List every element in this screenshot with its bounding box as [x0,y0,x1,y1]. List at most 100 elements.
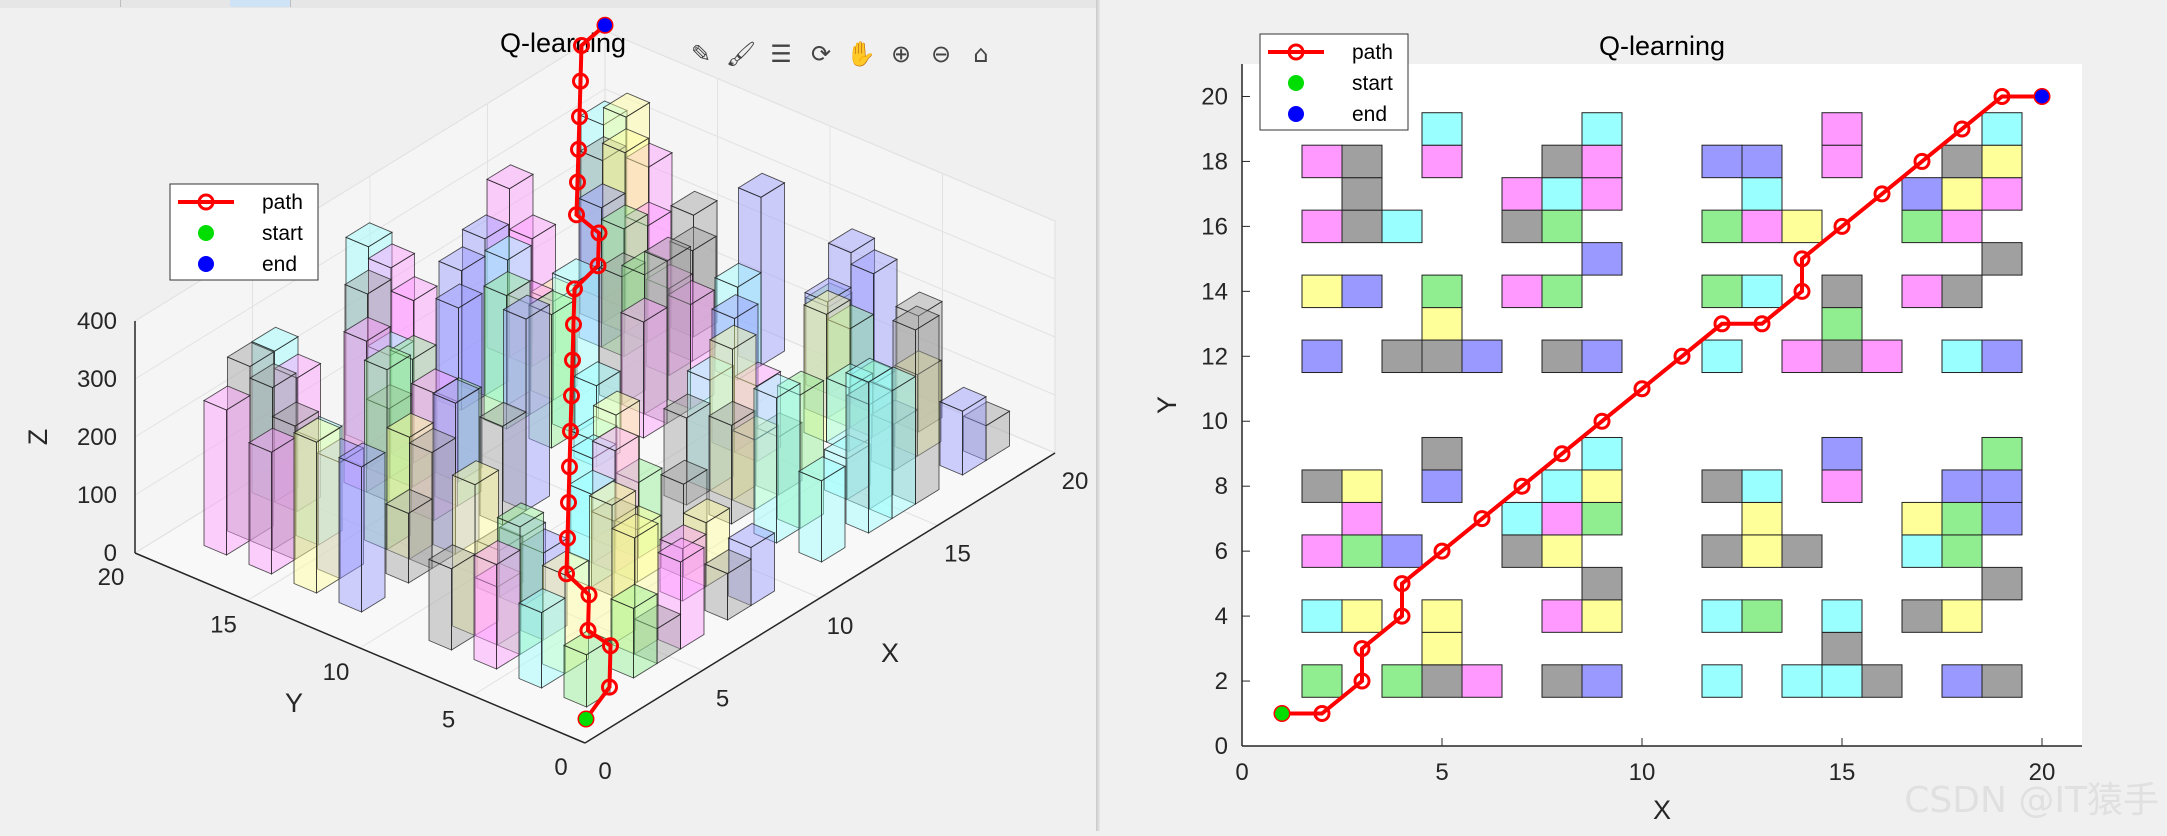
path-marker [1353,640,1371,658]
path-marker [580,586,598,604]
obstacle-cell [1861,664,1903,698]
building [870,399,919,472]
obstacle-cell [1341,144,1383,179]
building-left-face [798,470,822,563]
path-marker [1393,607,1411,625]
building-front-face [541,597,566,689]
building [248,427,296,575]
rotate-3d-icon[interactable]: ⟳ [810,40,832,68]
building-top-face [438,246,486,272]
y-tick-label: 0 [1215,733,1228,760]
pan-hand-icon[interactable]: ✋ [846,40,876,68]
z-axis-label: Z [23,429,53,446]
building-front-face [496,549,521,670]
obstacle-cell [1341,534,1383,568]
obstacle-cell [1941,274,1983,309]
building [451,460,500,637]
building [498,512,547,608]
z-tick-label: 200 [77,424,117,451]
path-marker [563,387,580,405]
edit-plot-icon[interactable]: ✎ [690,40,712,68]
x-axis-label: X [881,638,899,668]
building [271,401,320,561]
obstacle-cell [1501,501,1543,536]
chart-3d-plot[interactable]: 05101520510152000100200300400XYZQ-learni… [0,8,1096,831]
legend-start-marker [198,225,214,241]
obstacle-cell [1341,209,1383,244]
building-top-face [798,456,846,482]
path-marker [1673,347,1691,365]
obstacle-cell [1541,177,1583,211]
building-left-face [473,554,497,670]
path-marker [1433,542,1451,560]
building-top-face [366,331,415,357]
building-top-face [251,326,299,352]
obstacle-cell [1741,209,1783,244]
building-front-face [760,181,785,367]
building [344,269,392,469]
building-top-face [643,236,692,262]
obstacle-cell [1821,339,1863,374]
obstacle-cell [1421,144,1463,179]
grid-line [134,204,606,496]
x-axis-label: X [1653,795,1671,825]
x-tick-label: 20 [1062,468,1089,495]
chart-2d-map[interactable]: 0 5 10 15 20 0 2 4 6 8 10 12 14 16 18 20 X Y Q-learning pat… [1100,0,2167,831]
y-tick-label: 20 [1201,83,1228,110]
obstacle-cell [1781,664,1823,698]
y-tick-label: 16 [1201,213,1228,240]
building-top-face [390,276,438,302]
grid-line [247,310,718,601]
window-tab[interactable] [0,0,121,7]
obstacle-cell [1981,112,2023,146]
obstacle-cell [1501,534,1543,568]
building [610,583,658,679]
building [484,235,532,406]
building [892,305,940,505]
zoom-out-icon[interactable]: ⊖ [930,40,952,68]
building-top-face [614,505,662,531]
building-top-face [709,324,757,350]
building [435,283,483,483]
obstacle-cell [1741,534,1783,568]
obstacle-cell [1741,501,1783,536]
building [846,380,894,510]
obstacle-cell [1341,599,1383,633]
obstacle-cell [1581,144,1623,179]
building-top-face [451,460,500,486]
building [428,544,476,651]
obstacle-cell [1421,664,1463,698]
building [704,549,752,621]
legend-path-marker [197,193,215,211]
obstacle-cell [1301,664,1343,698]
building-top-face [363,345,412,371]
x-tick-label: 15 [944,541,971,568]
building-top-face [338,442,386,468]
path-marker [572,72,589,90]
path-marker [602,637,619,655]
brush-icon[interactable]: 🖌 [725,40,757,68]
building [293,417,341,594]
window-tab[interactable] [120,0,231,7]
obstacles-layer [1301,112,2023,698]
obstacle-cell [1901,534,1943,568]
building [625,142,673,319]
window-divider[interactable] [1096,0,1100,831]
zoom-in-icon[interactable]: ⊕ [890,40,912,68]
legend: path start end [1259,33,1409,131]
obstacle-cell [1901,209,1943,244]
x-tick-label: 0 [1235,759,1248,786]
building-left-face [753,387,777,544]
building-top-face [711,294,759,320]
obstacle-cell [1541,274,1583,309]
home-icon[interactable]: ⌂ [973,40,989,68]
window-tab-active[interactable] [230,0,291,7]
building [776,370,825,530]
data-tips-icon[interactable]: ☰ [770,40,792,68]
path-marker [561,458,578,476]
obstacle-cell [1421,307,1463,341]
building-front-face [821,465,846,563]
obstacle-cell [1981,501,2023,536]
y-tick-label: 8 [1215,473,1228,500]
building [473,540,521,670]
